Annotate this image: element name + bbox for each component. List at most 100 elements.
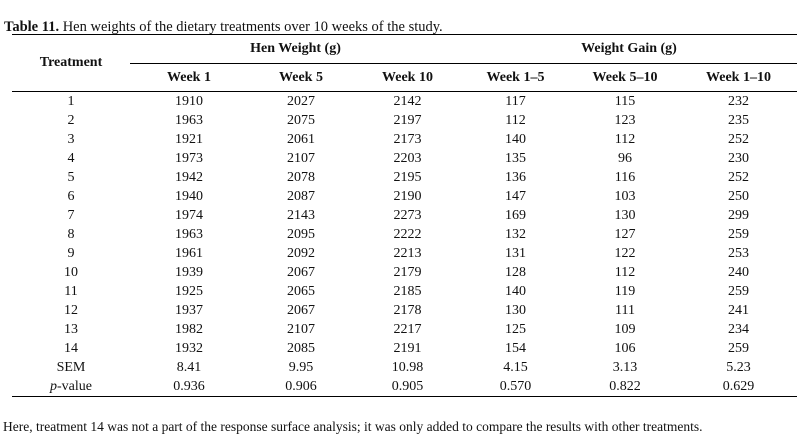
cell-value: 115 <box>614 94 636 109</box>
row-label: 2 <box>67 113 75 128</box>
cell-value: 116 <box>614 170 636 185</box>
cell-value: 2213 <box>393 246 422 261</box>
row-label: 4 <box>67 151 75 166</box>
cell-value: 112 <box>505 113 526 128</box>
cell-value: 2191 <box>393 341 422 356</box>
col-header-week-10: Week 10 <box>354 63 461 92</box>
row-label: 12 <box>64 303 78 318</box>
cell-value: 128 <box>505 265 526 280</box>
col-header-treatment: Treatment <box>12 34 130 92</box>
cell-value: 2222 <box>393 227 422 242</box>
cell-value: 235 <box>728 113 749 128</box>
cell-value: 9.95 <box>288 360 314 375</box>
cell-value: 96 <box>618 151 632 166</box>
cell-value: 112 <box>614 132 636 147</box>
cell-value: 140 <box>505 284 526 299</box>
cell-value: 252 <box>728 170 749 185</box>
cell-value: 0.905 <box>354 377 461 397</box>
cell-value: 132 <box>505 227 526 242</box>
cell-value: 0.629 <box>680 377 797 397</box>
cell-value: 8.41 <box>176 360 202 375</box>
cell-value: 234 <box>728 322 749 337</box>
cell-value: 112 <box>614 265 636 280</box>
table-caption: Table 11. Hen weights of the dietary tre… <box>4 19 443 36</box>
cell-value: 2085 <box>287 341 315 356</box>
cell-value: 1963 <box>175 227 203 242</box>
cell-value: 2061 <box>287 132 315 147</box>
sub-header-row: Week 1 Week 5 Week 10 Week 1–5 Week 5–10… <box>12 63 797 92</box>
row-label: 13 <box>64 322 78 337</box>
row-label: 5 <box>67 170 75 185</box>
cell-value: 2203 <box>393 151 422 166</box>
table-row: 11 1925 2065 2185 140 119 259 <box>12 282 797 301</box>
cell-value: 2197 <box>393 113 422 128</box>
cell-value: 1973 <box>175 151 203 166</box>
cell-value: 2217 <box>393 322 422 337</box>
cell-value: 140 <box>505 132 526 147</box>
cell-value: 2087 <box>287 189 315 204</box>
table-row: 10 1939 2067 2179 128 112 240 <box>12 263 797 282</box>
cell-value: 1939 <box>175 265 203 280</box>
cell-value: 4.15 <box>503 360 528 375</box>
table-row: 6 1940 2087 2190 147 103 250 <box>12 187 797 206</box>
cell-value: 232 <box>728 94 749 109</box>
row-label: 14 <box>64 341 78 356</box>
table-row: 7 1974 2143 2273 169 130 299 <box>12 206 797 225</box>
cell-value: 135 <box>505 151 526 166</box>
table-row: 14 1932 2085 2191 154 106 259 <box>12 339 797 358</box>
row-label: SEM <box>56 360 86 375</box>
table-row: 1 1910 2027 2142 117 115 232 <box>12 92 797 112</box>
cell-value: 1940 <box>175 189 203 204</box>
row-label: 3 <box>67 132 75 147</box>
cell-value: 2173 <box>393 132 422 147</box>
table-footnote: Here, treatment 14 was not a part of the… <box>3 418 703 434</box>
cell-value: 103 <box>614 189 636 204</box>
table-row: 5 1942 2078 2195 136 116 252 <box>12 168 797 187</box>
cell-value: 109 <box>614 322 636 337</box>
cell-value: 1961 <box>175 246 203 261</box>
row-label: 9 <box>67 246 75 261</box>
cell-value: 2065 <box>287 284 315 299</box>
cell-value: 0.906 <box>248 377 354 397</box>
cell-value: 259 <box>728 227 749 242</box>
cell-value: 252 <box>728 132 749 147</box>
cell-value: 2027 <box>287 94 315 109</box>
cell-value: 2067 <box>287 265 315 280</box>
cell-value: 2075 <box>287 113 315 128</box>
cell-value: 2067 <box>287 303 315 318</box>
group-header-row: Treatment Hen Weight (g) Weight Gain (g) <box>12 34 797 92</box>
table-row: 13 1982 2107 2217 125 109 234 <box>12 320 797 339</box>
cell-value: 259 <box>728 284 749 299</box>
cell-value: 2178 <box>393 303 422 318</box>
cell-value: 130 <box>614 208 636 223</box>
cell-value: 0.936 <box>130 377 248 397</box>
table-row: 9 1961 2092 2213 131 122 253 <box>12 244 797 263</box>
cell-value: 2142 <box>393 94 422 109</box>
cell-value: 169 <box>505 208 526 223</box>
cell-value: 2143 <box>287 208 315 223</box>
cell-value: 117 <box>505 94 526 109</box>
group-header-weight-gain: Weight Gain (g) <box>461 34 797 64</box>
cell-value: 1942 <box>175 170 203 185</box>
cell-value: 250 <box>728 189 749 204</box>
col-header-week-1-5: Week 1–5 <box>461 63 570 92</box>
cell-value: 1982 <box>175 322 203 337</box>
row-label: 8 <box>67 227 75 242</box>
cell-value: 154 <box>505 341 526 356</box>
cell-value: 2273 <box>393 208 422 223</box>
cell-value: 240 <box>728 265 749 280</box>
cell-value: 127 <box>614 227 636 242</box>
table-row: 3 1921 2061 2173 140 112 252 <box>12 130 797 149</box>
cell-value: 2092 <box>287 246 315 261</box>
cell-value: 2185 <box>393 284 422 299</box>
cell-value: 106 <box>614 341 636 356</box>
cell-value: 2107 <box>287 322 315 337</box>
cell-value: 1974 <box>175 208 203 223</box>
cell-value: 2179 <box>393 265 422 280</box>
cell-value: 253 <box>728 246 749 261</box>
cell-value: 1925 <box>175 284 203 299</box>
cell-value: 1910 <box>175 94 203 109</box>
col-header-week-1-10: Week 1–10 <box>680 63 797 92</box>
cell-value: 241 <box>728 303 749 318</box>
